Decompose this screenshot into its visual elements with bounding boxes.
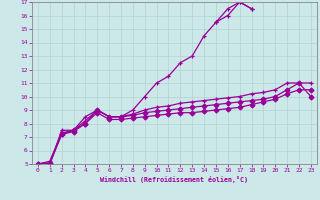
X-axis label: Windchill (Refroidissement éolien,°C): Windchill (Refroidissement éolien,°C) xyxy=(100,176,248,183)
